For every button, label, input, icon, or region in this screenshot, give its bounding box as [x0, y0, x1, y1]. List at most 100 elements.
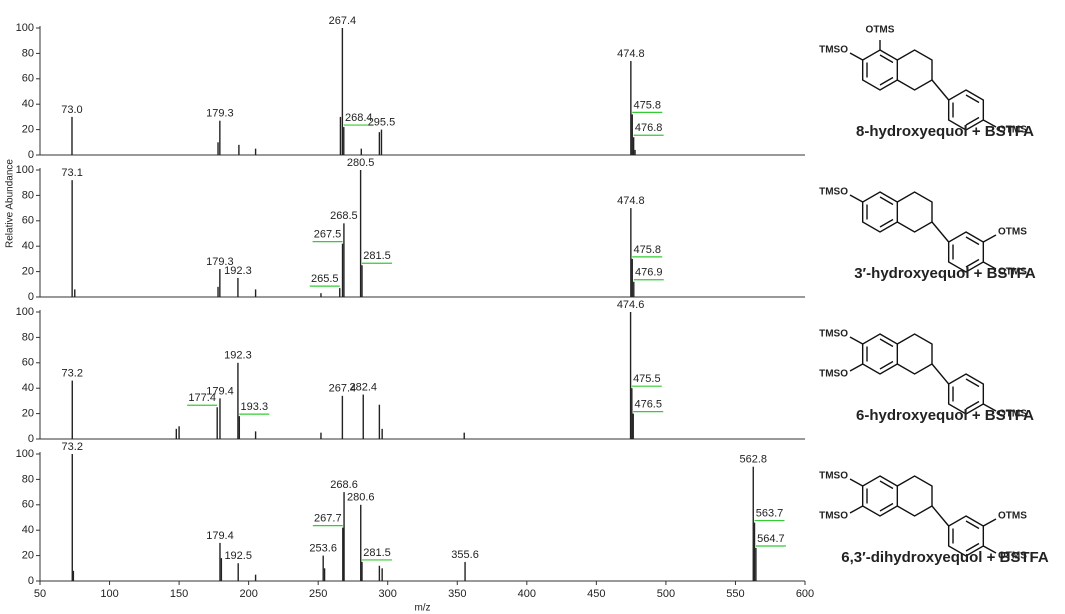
y-tick-label: 80 — [22, 189, 34, 201]
peak-label: 295.5 — [368, 117, 396, 129]
peak-label: 355.6 — [451, 549, 479, 561]
peak-label: 476.8 — [635, 122, 663, 134]
x-tick-label: 450 — [587, 588, 605, 600]
y-tick-label: 40 — [22, 524, 34, 536]
substituent-label: TMSO — [819, 45, 848, 56]
y-tick-label: 40 — [22, 240, 34, 252]
peak-label: 265.5 — [311, 273, 339, 285]
x-tick-label: 600 — [796, 588, 814, 600]
double-bond — [879, 360, 894, 370]
peak-label: 192.3 — [224, 265, 252, 277]
peak-label: 281.5 — [363, 250, 391, 262]
compound-caption: 3′-hydroxyequol + BSTFA — [854, 265, 1036, 282]
peak-label: 192.3 — [224, 350, 252, 362]
double-bond — [965, 400, 980, 410]
peak-label: 267.4 — [329, 383, 357, 395]
peak-label: 179.3 — [206, 256, 234, 268]
y-tick-label: 80 — [22, 331, 34, 343]
bond — [982, 234, 997, 243]
y-tick-label: 60 — [22, 499, 34, 511]
double-bond — [965, 378, 980, 388]
x-tick-label: 500 — [657, 588, 675, 600]
bond — [931, 79, 950, 101]
bond — [982, 261, 997, 270]
peak-label: 177.4 — [188, 392, 216, 404]
y-tick-label: 20 — [22, 408, 34, 420]
bond — [931, 505, 950, 527]
bond — [982, 518, 997, 527]
peak-label: 564.7 — [757, 533, 785, 545]
double-bond — [879, 480, 894, 490]
y-axis-label: Relative Abundance — [5, 159, 16, 248]
peak-label: 267.4 — [329, 15, 357, 27]
peak-label: 282.4 — [349, 381, 377, 393]
ring — [861, 49, 899, 91]
bond — [849, 52, 864, 61]
peak-label: 267.7 — [314, 513, 342, 525]
peak-label: 179.3 — [206, 108, 234, 120]
double-bond — [879, 338, 894, 348]
bond — [982, 545, 997, 554]
double-bond — [965, 116, 980, 126]
x-tick-label: 300 — [379, 588, 397, 600]
ring — [896, 333, 933, 375]
double-bond — [879, 196, 894, 206]
y-tick-label: 20 — [22, 124, 34, 136]
ring — [896, 475, 933, 517]
double-bond — [879, 502, 894, 512]
y-tick-label: 0 — [28, 291, 34, 303]
peak-label: 73.0 — [61, 104, 82, 116]
y-tick-label: 60 — [22, 215, 34, 227]
double-bond — [965, 520, 980, 530]
peak-label: 73.2 — [62, 367, 83, 379]
substituent-label: OTMS — [866, 25, 895, 36]
x-tick-label: 100 — [100, 588, 118, 600]
bond — [982, 403, 997, 412]
x-tick-label: 350 — [448, 588, 466, 600]
substituent-label: TMSO — [819, 187, 848, 198]
peak-label: 475.8 — [633, 99, 661, 111]
peak-label: 476.9 — [635, 267, 663, 279]
double-bond — [879, 218, 894, 228]
y-tick-label: 20 — [22, 550, 34, 562]
y-tick-label: 80 — [22, 473, 34, 485]
ring — [861, 475, 899, 517]
peak-label: 562.8 — [739, 454, 767, 466]
double-bond — [879, 76, 894, 86]
y-tick-label: 40 — [22, 98, 34, 110]
double-bond — [965, 258, 980, 268]
substituent-label: TMSO — [819, 471, 848, 482]
peak-label: 179.4 — [206, 385, 234, 397]
peak-label: 268.4 — [345, 112, 373, 124]
ring — [896, 191, 933, 233]
double-bond — [965, 236, 980, 246]
substituent-label: OTMS — [998, 551, 1027, 562]
x-tick-label: 150 — [170, 588, 188, 600]
peak-label: 475.8 — [633, 244, 661, 256]
ring — [896, 49, 933, 91]
compound-caption: 8-hydroxyequol + BSTFA — [856, 123, 1034, 140]
y-tick-label: 60 — [22, 357, 34, 369]
double-bond — [879, 54, 894, 64]
peak-label: 474.6 — [617, 299, 645, 311]
peak-label: 280.5 — [347, 157, 375, 169]
peak-label: 253.6 — [309, 543, 337, 555]
y-tick-label: 40 — [22, 382, 34, 394]
y-tick-label: 0 — [28, 575, 34, 587]
ring — [861, 191, 899, 233]
peak-label: 73.1 — [61, 167, 82, 179]
y-tick-label: 20 — [22, 266, 34, 278]
x-axis-label: m/z — [414, 603, 430, 614]
substituent-label: OTMS — [998, 511, 1027, 522]
ring — [861, 333, 899, 375]
x-tick-label: 200 — [239, 588, 257, 600]
substituent-label: TMSO — [819, 369, 848, 380]
y-tick-label: 80 — [22, 47, 34, 59]
bond — [931, 363, 950, 385]
substituent-label: OTMS — [998, 409, 1027, 420]
peak-label: 476.5 — [634, 399, 662, 411]
peak-label: 281.5 — [363, 547, 391, 559]
bond — [849, 336, 864, 345]
substituent-label: OTMS — [998, 125, 1027, 136]
